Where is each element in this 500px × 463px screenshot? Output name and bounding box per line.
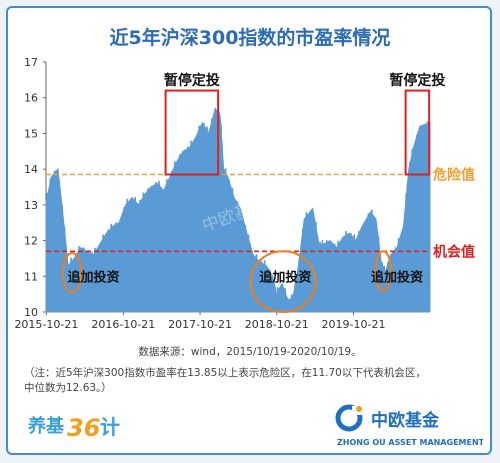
logo-left-text1: 养基 [28,415,65,437]
y-tick-label: 16 [24,92,38,105]
logo-right-english: ZHONG OU ASSET MANAGEMENT [337,438,483,447]
pause-label: 暂停定投 [164,72,220,89]
note-line-1: （注：近5年沪深300指数市盈率在13.85以上表示危险区，在11.70以下代表… [24,367,426,379]
x-tick-label: 2017-10-21 [168,318,232,331]
invest-label: 追加投资 [67,269,119,285]
zhongou-dot-icon [356,406,362,412]
pause-label: 暂停定投 [389,72,445,89]
invest-label: 追加投资 [259,269,311,285]
plot-area: 10 11 12 13 14 15 16 17 2015-10-21 2016-10-21 2017… [14,56,475,331]
y-tick-label: 10 [24,306,38,319]
invest-label: 追加投资 [371,269,423,285]
data-source: 数据来源：wind，2015/10/19-2020/10/19。 [138,346,362,358]
pause-box [164,89,220,176]
logo-left-text2: 36 [67,414,100,442]
note-line-2: 中位数为12.63。） [24,382,112,394]
yangji-36ji-logo: 养基 36 计 [28,414,120,442]
invest-circle [61,252,83,294]
invest-circle [374,250,393,292]
invest-circle [249,250,317,313]
y-tick-label: 13 [24,199,38,212]
x-tick-label: 2016-10-21 [91,318,155,331]
x-tick-label: 2015-10-21 [14,318,78,331]
chance-label: 机会值 [433,243,475,260]
y-tick-label: 11 [24,270,38,283]
x-tick-label: 2019-10-21 [322,318,386,331]
y-tick-label: 12 [24,235,38,248]
pause-box [404,89,431,176]
y-tick-label: 17 [24,56,38,69]
chart-title: 近5年沪深300指数的市盈率情况 [110,26,391,49]
logo-left-text3: 计 [100,415,120,439]
logo-right-name: 中欧基金 [371,410,440,431]
y-tick-label: 15 [24,127,38,140]
y-tick-label: 14 [24,163,38,176]
zhongou-fund-logo: 中欧基金 ZHONG OU ASSET MANAGEMENT [335,404,483,447]
zhongou-ring-icon [335,404,363,432]
x-tick-label: 2018-10-21 [245,318,309,331]
danger-label: 危险值 [432,167,475,184]
